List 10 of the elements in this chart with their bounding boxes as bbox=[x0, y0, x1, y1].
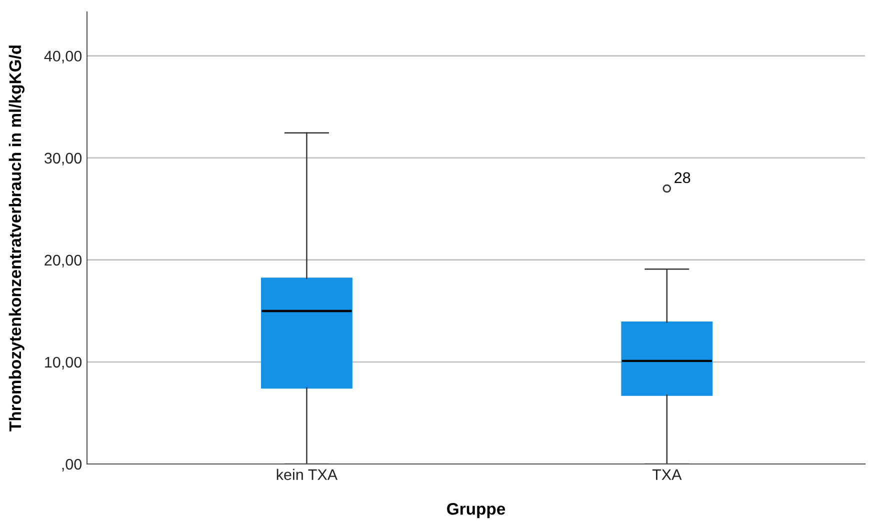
y-tick-label: ,00 bbox=[62, 458, 82, 472]
y-tick-label: 10,00 bbox=[45, 356, 82, 370]
y-tick-label: 20,00 bbox=[44, 254, 82, 268]
y-axis-title: Thrombozytenkonzentratverbrauch in ml/kgKG/d bbox=[8, 46, 24, 432]
x-tick-label: kein TXA bbox=[276, 468, 338, 480]
x-axis-title: Gruppe bbox=[447, 502, 506, 518]
y-tick-label: 30,00 bbox=[44, 152, 82, 166]
annotation: 28 bbox=[674, 172, 690, 184]
x-tick-label: TXA bbox=[652, 469, 682, 480]
y-tick-label: 40,00 bbox=[44, 50, 82, 64]
